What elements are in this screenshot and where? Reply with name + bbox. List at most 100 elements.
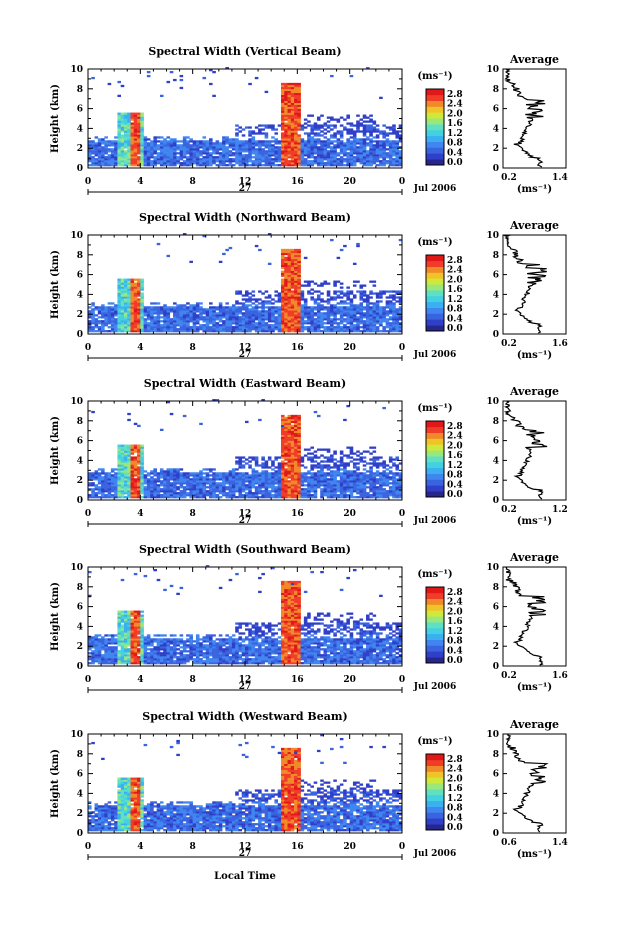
average-x-label: (ms⁻¹)	[517, 516, 552, 527]
average-x-tick-label: 1.4	[552, 173, 568, 183]
average-y-tick-label: 6	[493, 437, 499, 447]
colorbar-unit: (ms⁻¹)	[417, 736, 452, 747]
colorbar-segment	[426, 307, 444, 314]
x-tick-label: 4	[137, 842, 143, 852]
colorbar-segment	[426, 278, 444, 285]
colorbar-segment	[426, 657, 444, 664]
y-tick-label: 10	[70, 65, 83, 75]
day-label: 27	[239, 849, 252, 859]
average-title: Average	[509, 385, 559, 398]
colorbar-tick-label: 1.6	[447, 285, 463, 295]
average-profile-line	[505, 566, 547, 666]
x-tick-label: 20	[343, 177, 356, 187]
colorbar-segment	[426, 272, 444, 279]
y-tick-label: 10	[70, 397, 83, 407]
colorbar-segment	[426, 100, 444, 107]
colorbar-segment	[426, 651, 444, 658]
average-y-tick-label: 8	[493, 251, 499, 261]
x-tick-label: 0	[85, 675, 91, 685]
heatmap-cells	[88, 67, 403, 167]
colorbar-segment	[426, 604, 444, 611]
average-title: Average	[509, 718, 559, 731]
colorbar-segment	[426, 771, 444, 778]
heatmap-cells	[88, 399, 403, 499]
colorbar-segment	[426, 301, 444, 308]
colorbar-segment	[426, 260, 444, 267]
average-y-tick-label: 4	[493, 124, 499, 134]
average-y-tick-label: 10	[486, 397, 499, 407]
x-tick-label: 0	[399, 842, 405, 852]
colorbar-segment	[426, 432, 444, 439]
y-tick-label: 2	[77, 144, 83, 154]
average-x-tick-label: 0.2	[501, 505, 517, 515]
colorbar-tick-label: 1.6	[447, 119, 463, 129]
y-axis-label: Height (km)	[50, 250, 61, 319]
panel-1: Spectral Width (Northward Beam) 0 2 4 6 8 10 He…	[50, 211, 568, 361]
colorbar-segment	[426, 610, 444, 617]
x-tick-label: 0	[399, 177, 405, 187]
colorbar-segment	[426, 290, 444, 297]
average-profile-line	[504, 68, 546, 168]
average-frame	[502, 733, 567, 834]
colorbar-tick-label: 0.8	[447, 139, 463, 149]
colorbar-segment	[426, 598, 444, 605]
colorbar-tick-label: 2.0	[447, 607, 463, 617]
y-tick-label: 4	[77, 456, 83, 466]
x-tick-label: 4	[137, 177, 143, 187]
colorbar-tick-label: 2.0	[447, 441, 463, 451]
average-y-tick-label: 0	[493, 330, 499, 340]
colorbar-segment	[426, 467, 444, 474]
x-tick-label: 0	[399, 509, 405, 519]
colorbar-tick-label: 0.4	[447, 314, 463, 324]
y-tick-label: 6	[77, 603, 83, 613]
y-tick-label: 4	[77, 124, 83, 134]
colorbar-tick-label: 2.8	[447, 755, 463, 765]
colorbar-segment	[426, 147, 444, 154]
y-tick-label: 2	[77, 476, 83, 486]
colorbar-segment	[426, 800, 444, 807]
average-y-tick-label: 4	[493, 290, 499, 300]
y-tick-label: 8	[77, 251, 83, 261]
colorbar-segment	[426, 456, 444, 463]
average-y-tick-label: 8	[493, 85, 499, 95]
panel-title: Spectral Width (Southward Beam)	[139, 543, 351, 556]
colorbar-tick-label: 1.2	[447, 794, 463, 804]
month-label: Jul 2006	[413, 184, 456, 194]
average-x-tick-label: 0.2	[501, 339, 517, 349]
colorbar-unit: (ms⁻¹)	[417, 237, 452, 248]
y-tick-label: 10	[70, 730, 83, 740]
colorbar-tick-label: 2.4	[447, 765, 463, 775]
panel-title: Spectral Width (Westward Beam)	[142, 710, 347, 723]
average-x-tick-label: 0.6	[501, 838, 517, 848]
colorbar-tick-label: 2.8	[447, 422, 463, 432]
average-y-tick-label: 10	[486, 231, 499, 241]
colorbar-tick-label: 0.8	[447, 305, 463, 315]
x-tick-label: 0	[85, 842, 91, 852]
x-tick-label: 20	[343, 675, 356, 685]
colorbar-segment	[426, 473, 444, 480]
colorbar-frame	[425, 753, 445, 831]
colorbar-tick-label: 1.6	[447, 784, 463, 794]
x-tick-label: 8	[190, 177, 196, 187]
colorbar-segment	[426, 129, 444, 137]
colorbar-tick-label: 2.4	[447, 266, 463, 276]
average-title: Average	[509, 53, 559, 66]
panel-2: Spectral Width (Eastward Beam) 0 2 4 6 8 10 Hei…	[50, 377, 568, 527]
x-tick-label: 4	[137, 675, 143, 685]
colorbar-tick-label: 2.4	[447, 432, 463, 442]
colorbar-tick-label: 0.0	[447, 490, 463, 500]
average-y-tick-label: 8	[493, 583, 499, 593]
average-y-tick-label: 10	[486, 730, 499, 740]
x-tick-label: 0	[399, 675, 405, 685]
y-tick-label: 6	[77, 271, 83, 281]
average-y-tick-label: 10	[486, 563, 499, 573]
colorbar-segment	[426, 325, 444, 332]
colorbar-tick-label: 1.6	[447, 451, 463, 461]
colorbar-segment	[426, 159, 444, 166]
colorbar-segment	[426, 266, 444, 273]
x-tick-label: 8	[190, 675, 196, 685]
x-tick-label: 0	[85, 177, 91, 187]
average-frame	[502, 68, 567, 169]
average-y-tick-label: 0	[493, 829, 499, 839]
